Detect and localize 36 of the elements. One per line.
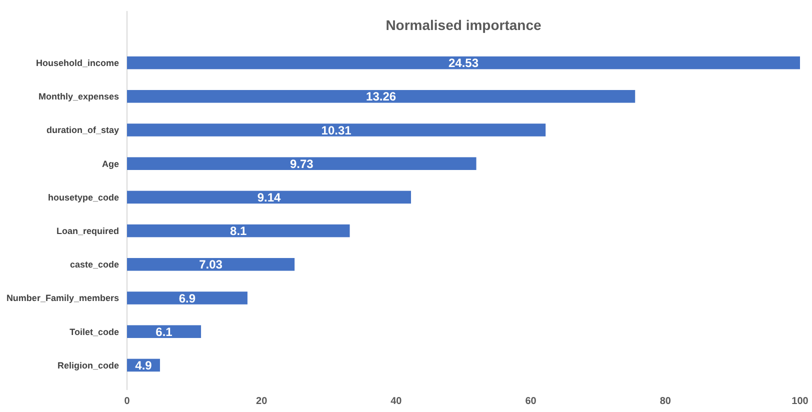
bar bbox=[127, 224, 350, 238]
bar bbox=[127, 190, 412, 204]
bar bbox=[127, 124, 546, 136]
y-tick-label: Household_income bbox=[36, 58, 119, 68]
y-tick-label: Toilet_code bbox=[70, 326, 119, 337]
annotation: 24.53 bbox=[448, 56, 479, 70]
bar bbox=[127, 90, 636, 103]
y-tick-label: Number_Family_members bbox=[6, 293, 119, 304]
bar bbox=[127, 56, 800, 70]
y-tick-label: duration_of_stay bbox=[46, 125, 119, 136]
y-tick-label: caste_code bbox=[70, 260, 119, 270]
annotation: 9.14 bbox=[257, 190, 282, 205]
bar bbox=[127, 292, 248, 304]
x-tick-label: 80 bbox=[660, 396, 672, 407]
y-tick-label: Age bbox=[102, 158, 119, 169]
bar bbox=[127, 157, 476, 170]
annotation: 6.9 bbox=[178, 291, 196, 306]
annotation: 13.26 bbox=[366, 90, 396, 104]
y-tick-label: Loan_required bbox=[56, 226, 119, 236]
chart-title: Normalised importance bbox=[386, 17, 542, 33]
y-tick-label: Monthly_expenses bbox=[38, 92, 119, 102]
annotation: 8.1 bbox=[230, 224, 248, 238]
x-tick-label: 40 bbox=[390, 396, 402, 407]
annotation: 6.1 bbox=[156, 324, 173, 339]
x-tick-label: 100 bbox=[792, 396, 809, 407]
x-tick-label: 60 bbox=[525, 396, 537, 407]
x-tick-label: 20 bbox=[256, 396, 268, 407]
annotation: 10.31 bbox=[321, 123, 352, 138]
annotation: 9.73 bbox=[290, 156, 314, 171]
y-tick-label: housetype_code bbox=[48, 192, 119, 202]
bar bbox=[127, 258, 295, 271]
annotation: 7.03 bbox=[199, 258, 223, 272]
y-tick-label: Religion_code bbox=[57, 360, 119, 370]
x-tick-label: 0 bbox=[124, 396, 130, 407]
bar bbox=[127, 325, 202, 338]
annotation: 4.9 bbox=[135, 358, 152, 373]
